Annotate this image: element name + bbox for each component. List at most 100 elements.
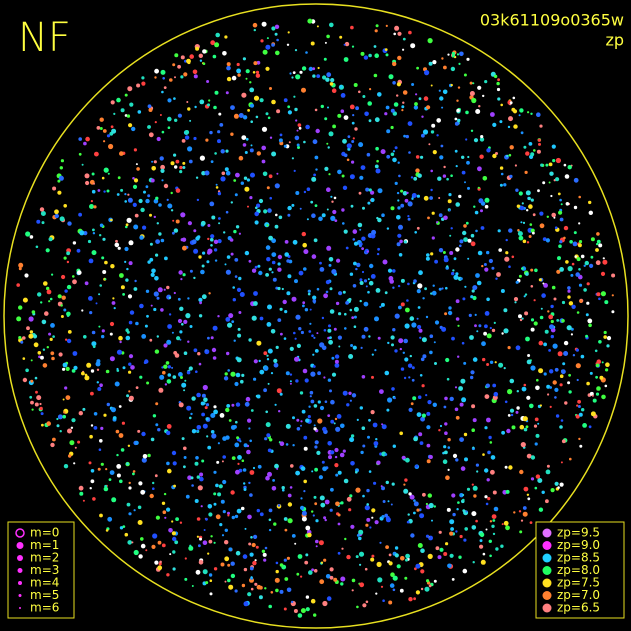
star bbox=[467, 155, 470, 159]
star bbox=[96, 126, 101, 130]
star bbox=[400, 302, 405, 307]
star bbox=[400, 189, 404, 193]
star bbox=[428, 502, 434, 509]
star bbox=[377, 188, 383, 194]
star bbox=[415, 155, 420, 159]
star bbox=[362, 206, 365, 210]
star bbox=[202, 540, 208, 545]
star bbox=[234, 381, 239, 387]
star bbox=[293, 609, 298, 613]
star bbox=[165, 361, 170, 365]
star bbox=[335, 426, 341, 432]
star bbox=[90, 200, 93, 203]
star bbox=[463, 538, 467, 542]
star bbox=[534, 486, 538, 490]
star bbox=[259, 585, 263, 590]
star bbox=[172, 567, 176, 571]
star bbox=[503, 328, 509, 334]
star bbox=[584, 260, 589, 266]
star bbox=[128, 390, 131, 393]
star bbox=[187, 107, 191, 111]
star bbox=[59, 430, 62, 433]
star bbox=[201, 264, 205, 268]
star bbox=[509, 174, 513, 179]
star bbox=[472, 485, 478, 491]
star bbox=[236, 287, 242, 292]
star bbox=[251, 268, 257, 273]
star bbox=[101, 256, 105, 260]
star bbox=[110, 125, 114, 129]
star bbox=[166, 507, 171, 512]
star bbox=[184, 59, 187, 63]
star bbox=[546, 384, 551, 389]
star bbox=[359, 406, 363, 410]
star bbox=[509, 101, 513, 105]
star bbox=[198, 314, 203, 318]
star bbox=[485, 502, 489, 506]
star bbox=[600, 291, 607, 297]
star bbox=[34, 376, 38, 380]
star bbox=[410, 43, 416, 49]
star bbox=[418, 328, 423, 333]
star bbox=[106, 189, 110, 193]
star bbox=[145, 185, 149, 189]
star bbox=[222, 436, 227, 441]
star bbox=[235, 469, 240, 475]
star bbox=[375, 168, 381, 174]
star bbox=[207, 224, 211, 227]
star bbox=[243, 488, 247, 491]
star bbox=[318, 475, 323, 480]
star bbox=[226, 76, 232, 82]
star bbox=[530, 365, 536, 371]
star bbox=[417, 306, 421, 309]
star bbox=[359, 228, 362, 231]
star bbox=[90, 424, 94, 427]
star bbox=[34, 402, 39, 407]
star bbox=[298, 270, 304, 276]
star bbox=[551, 285, 556, 290]
star bbox=[360, 346, 363, 349]
star bbox=[337, 522, 341, 526]
star bbox=[266, 354, 269, 357]
star bbox=[365, 523, 369, 527]
star bbox=[282, 488, 285, 492]
star bbox=[328, 324, 331, 328]
star bbox=[585, 313, 589, 317]
star bbox=[238, 276, 242, 281]
star bbox=[303, 446, 308, 451]
star bbox=[321, 460, 325, 464]
star bbox=[158, 232, 162, 236]
star bbox=[486, 417, 491, 423]
star bbox=[326, 34, 330, 39]
star bbox=[518, 235, 524, 241]
star bbox=[266, 358, 270, 361]
star bbox=[130, 365, 135, 370]
star bbox=[447, 438, 451, 442]
star bbox=[285, 443, 289, 446]
magnitude-label: m=6 bbox=[30, 601, 59, 615]
star bbox=[159, 156, 164, 161]
star bbox=[603, 330, 607, 335]
star bbox=[147, 194, 151, 198]
star bbox=[443, 215, 448, 221]
star bbox=[208, 292, 211, 295]
star bbox=[551, 212, 556, 218]
star bbox=[451, 271, 455, 276]
star bbox=[206, 435, 209, 438]
star bbox=[153, 291, 159, 297]
star bbox=[56, 424, 60, 428]
star bbox=[465, 221, 469, 225]
star bbox=[398, 338, 404, 344]
star bbox=[464, 527, 469, 531]
star bbox=[403, 488, 409, 494]
star bbox=[342, 290, 346, 294]
star bbox=[205, 417, 209, 421]
star bbox=[95, 361, 101, 367]
star bbox=[561, 300, 566, 305]
star bbox=[107, 172, 110, 175]
star bbox=[471, 289, 475, 293]
star bbox=[98, 448, 102, 452]
star bbox=[179, 306, 184, 311]
star bbox=[153, 198, 159, 204]
star bbox=[448, 209, 451, 212]
